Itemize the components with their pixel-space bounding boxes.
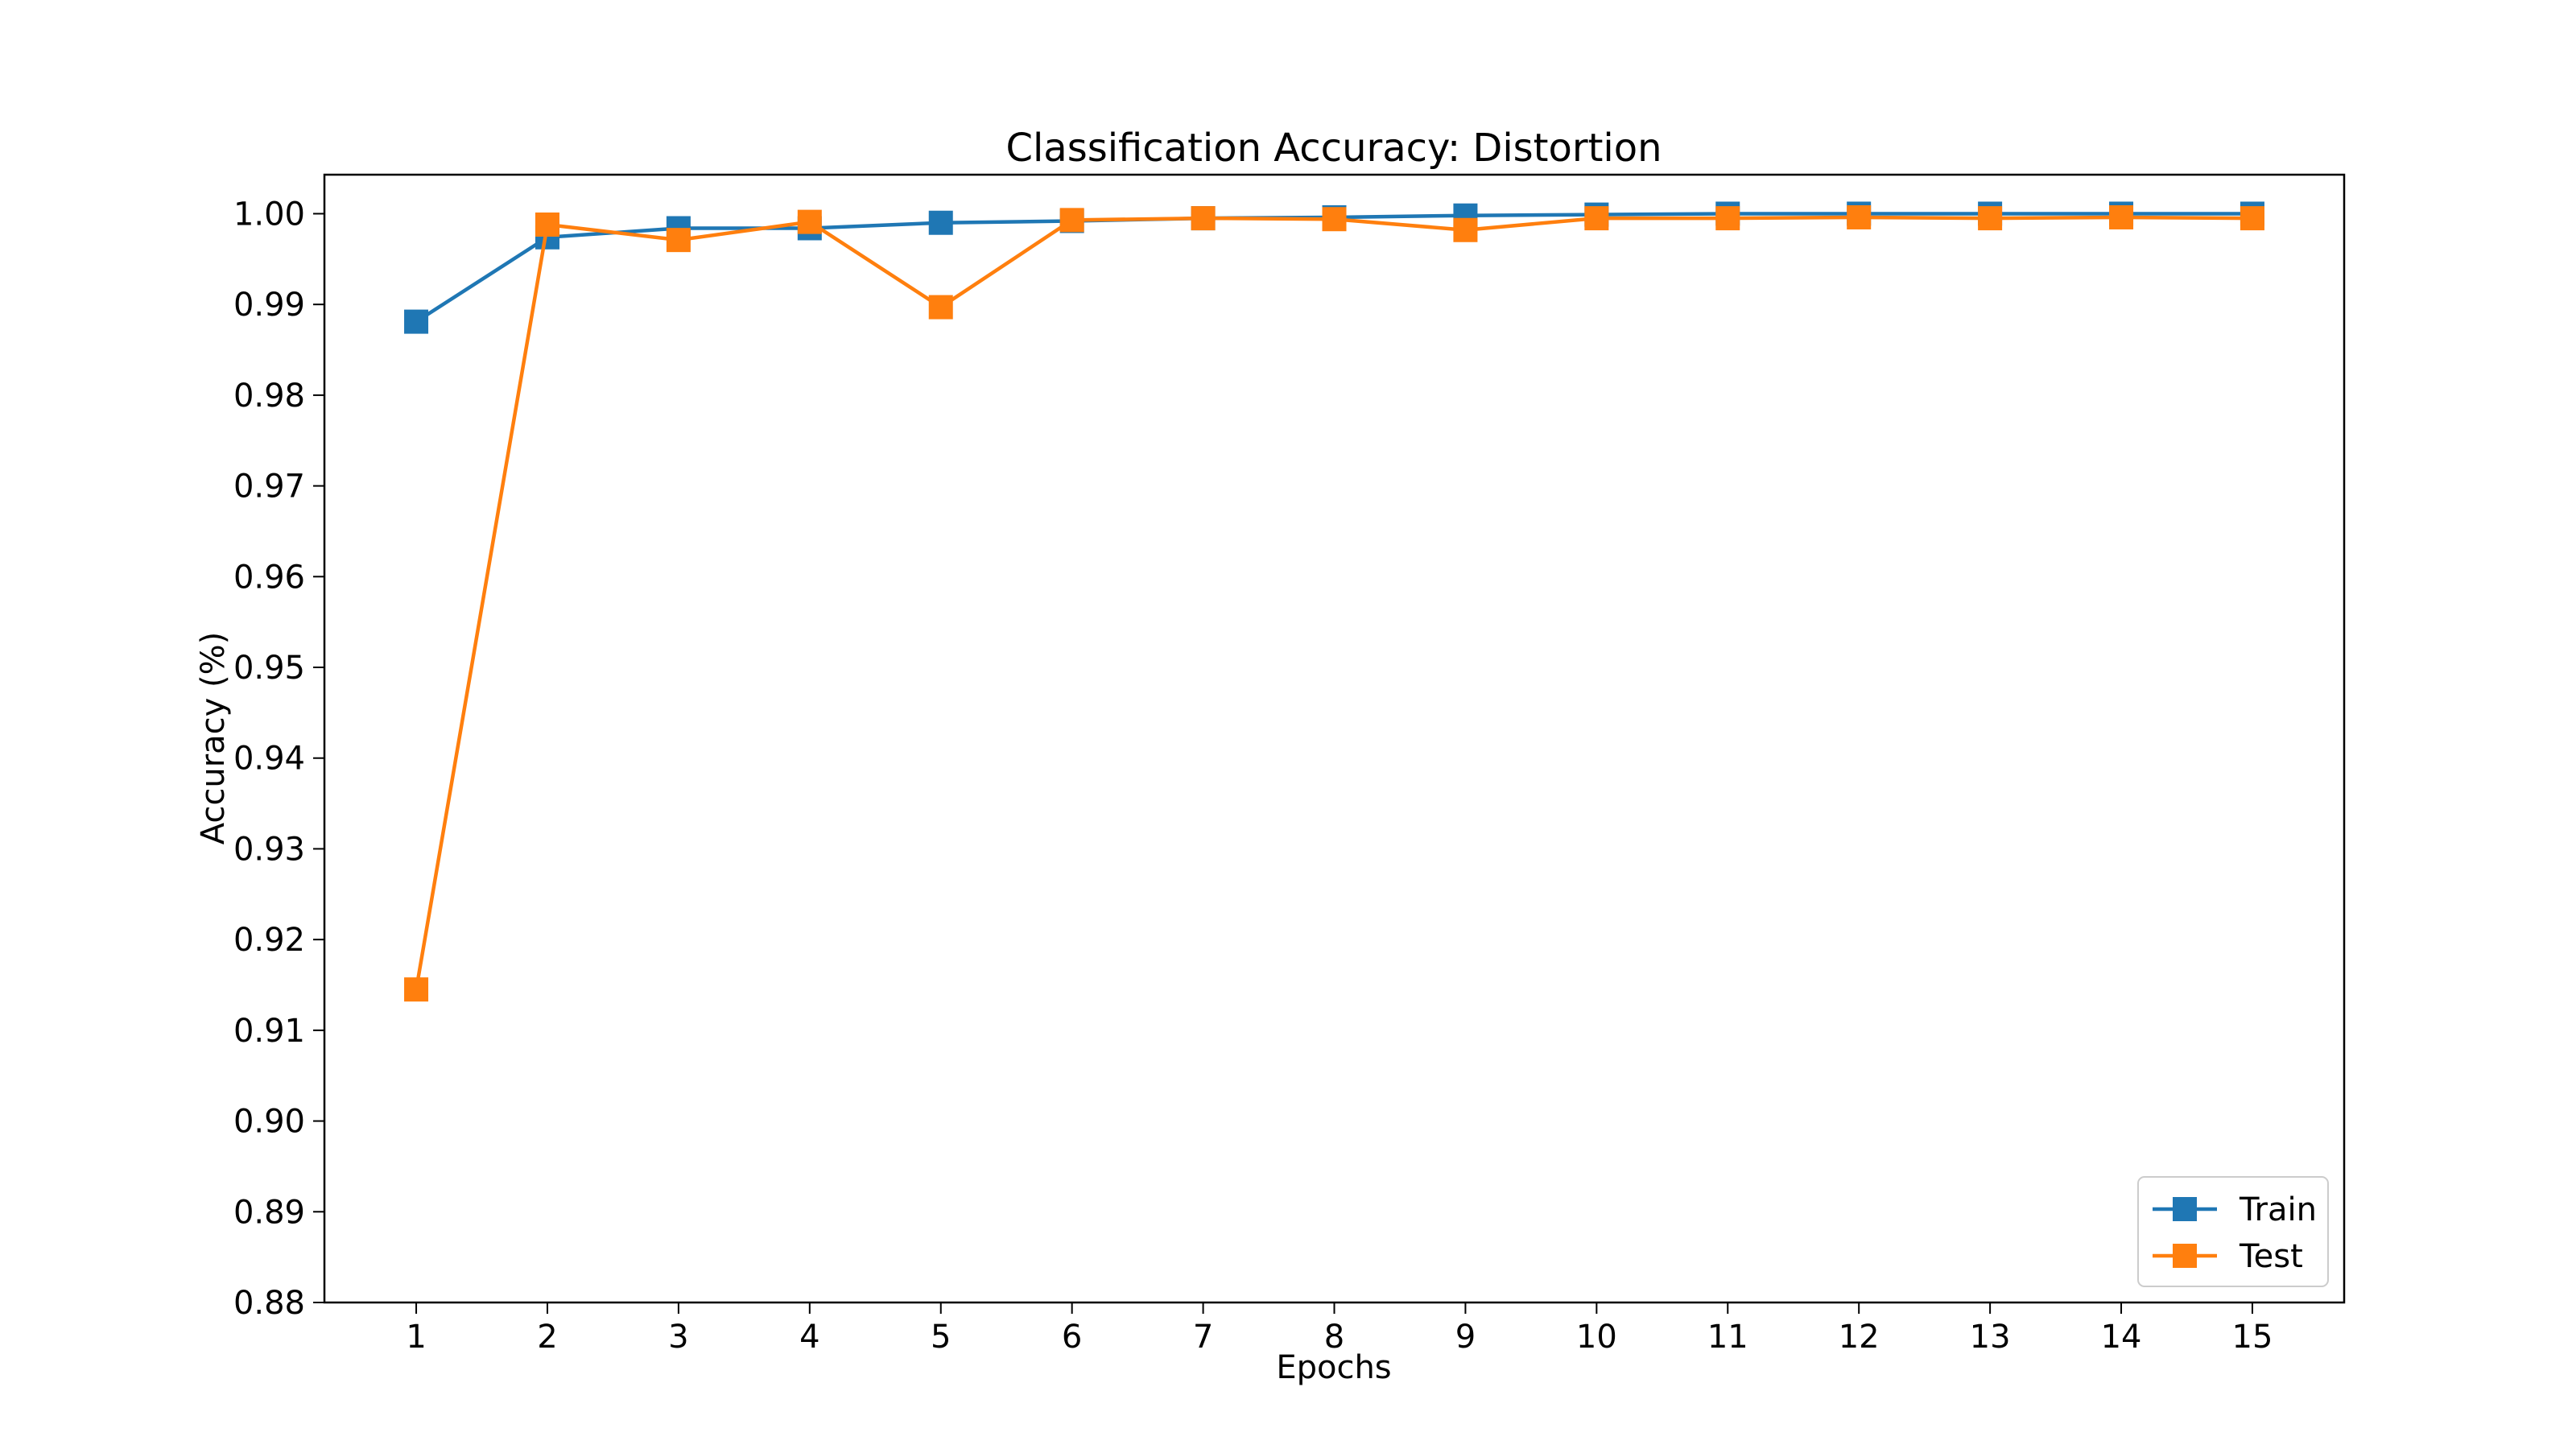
y-tick-label: 0.94: [233, 741, 305, 778]
x-tick-label: 14: [2101, 1319, 2142, 1356]
x-tick-label: 8: [1324, 1319, 1344, 1356]
data-point-train: [404, 309, 429, 334]
y-tick-label: 0.96: [233, 559, 305, 596]
x-tick-label: 9: [1455, 1319, 1476, 1356]
x-tick-label: 1: [406, 1319, 426, 1356]
data-point-test: [1191, 206, 1216, 231]
legend-label-test: Test: [2239, 1238, 2303, 1275]
data-point-train: [928, 210, 953, 235]
chart-title: Classification Accuracy: Distortion: [1005, 126, 1662, 171]
data-point-test: [404, 977, 429, 1002]
legend-entry-train: Train: [2153, 1191, 2317, 1228]
y-axis: 0.88 0.89 0.90 0.91 0.92 0.93 0.94 0.95 0.96 0.97…: [233, 196, 324, 1322]
y-tick-label: 0.98: [233, 378, 305, 415]
legend-entry-test: Test: [2153, 1238, 2303, 1275]
x-axis: 1 2 3 4 5 6 7 8 9 10 11 12 13 14 15: [406, 1302, 2273, 1356]
x-tick-label: 3: [668, 1319, 688, 1356]
x-tick-label: 13: [1970, 1319, 2011, 1356]
x-tick-label: 10: [1576, 1319, 1617, 1356]
x-tick-label: 11: [1707, 1319, 1748, 1356]
data-point-test: [1978, 206, 2003, 231]
data-point-test: [797, 209, 822, 234]
legend-marker-test: [2173, 1244, 2197, 1268]
y-axis-title: Accuracy (%): [195, 632, 232, 845]
x-axis-title: Epochs: [1276, 1349, 1391, 1386]
data-point-test: [1715, 206, 1740, 231]
data-point-test: [2240, 206, 2264, 231]
y-tick-label: 0.97: [233, 469, 305, 506]
x-tick-label: 12: [1839, 1319, 1880, 1356]
x-tick-label: 15: [2232, 1319, 2273, 1356]
y-tick-label: 0.93: [233, 831, 305, 868]
data-point-test: [928, 295, 953, 320]
y-tick-label: 0.91: [233, 1013, 305, 1050]
y-tick-label: 0.92: [233, 922, 305, 959]
legend: Train Test: [2137, 1176, 2329, 1287]
x-tick-label: 4: [799, 1319, 819, 1356]
data-point-test: [1584, 206, 1609, 231]
y-tick-label: 1.00: [233, 196, 305, 233]
y-tick-label: 0.95: [233, 650, 305, 687]
x-tick-label: 5: [931, 1319, 951, 1356]
y-tick-label: 0.99: [233, 287, 305, 324]
y-tick-label: 0.90: [233, 1104, 305, 1141]
data-point-test: [1847, 204, 1872, 229]
legend-label-train: Train: [2239, 1191, 2317, 1228]
data-point-test: [666, 228, 691, 253]
data-point-test: [1059, 208, 1084, 233]
data-point-test: [1322, 207, 1347, 232]
series-layer: [404, 201, 2264, 1002]
y-tick-label: 0.88: [233, 1285, 305, 1322]
legend-marker-train: [2173, 1197, 2197, 1221]
x-tick-label: 6: [1062, 1319, 1082, 1356]
data-point-test: [2109, 204, 2134, 229]
x-tick-label: 2: [537, 1319, 557, 1356]
y-tick-label: 0.89: [233, 1194, 305, 1231]
x-tick-label: 7: [1193, 1319, 1213, 1356]
data-point-test: [535, 212, 559, 237]
series-test: [404, 204, 2264, 1002]
data-point-test: [1453, 217, 1478, 242]
